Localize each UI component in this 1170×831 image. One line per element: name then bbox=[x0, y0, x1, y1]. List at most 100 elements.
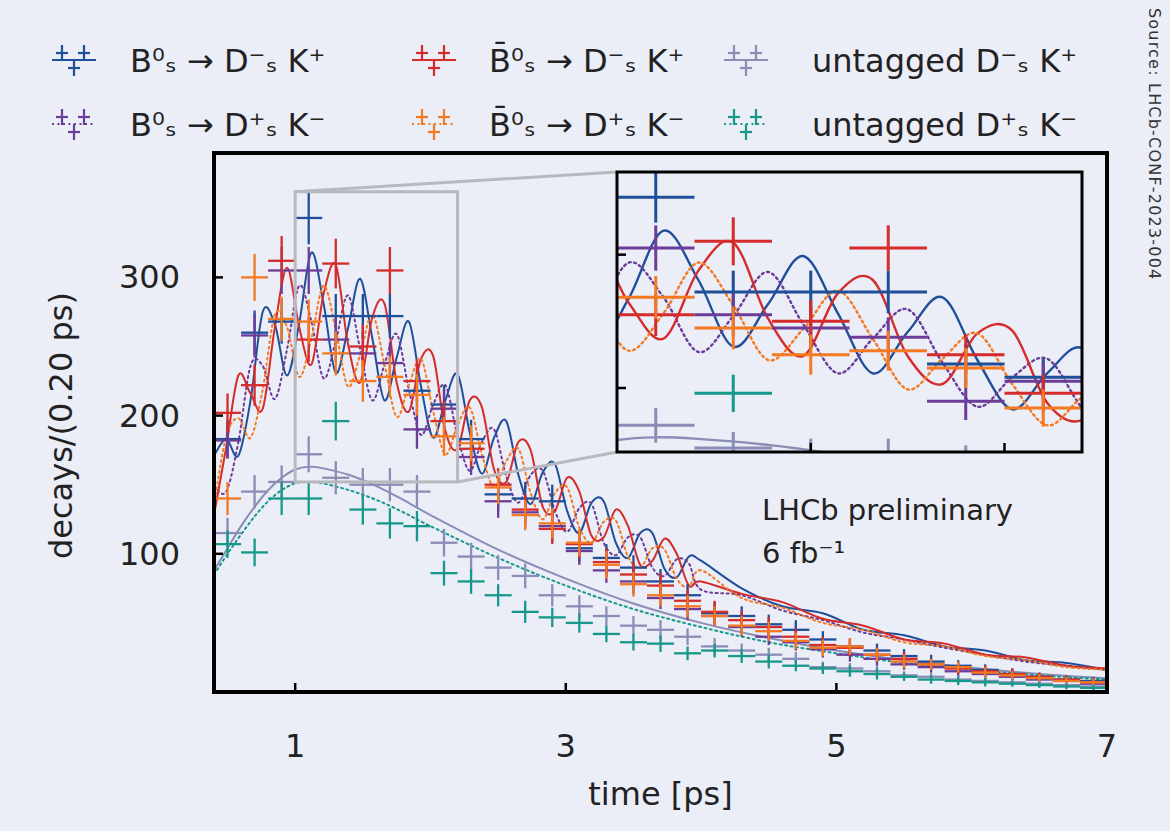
error-bar bbox=[335, 461, 337, 494]
data-point bbox=[772, 439, 850, 452]
legend-marker-v bbox=[755, 45, 757, 61]
data-point bbox=[999, 669, 1026, 680]
data-point bbox=[322, 239, 349, 289]
error-bar bbox=[903, 673, 905, 681]
error-bar bbox=[470, 569, 472, 594]
y-tick-label: 100 bbox=[119, 535, 180, 573]
x-tick bbox=[294, 683, 297, 692]
data-point bbox=[376, 356, 403, 397]
data-point bbox=[295, 192, 322, 245]
error-bar bbox=[443, 529, 445, 557]
zoom-connector bbox=[295, 172, 617, 192]
legend-marker bbox=[56, 109, 68, 125]
data-point bbox=[376, 247, 403, 294]
data-point bbox=[268, 297, 295, 341]
legend-marker bbox=[56, 45, 68, 61]
data-point bbox=[695, 307, 773, 350]
legend-marker-v bbox=[83, 45, 85, 61]
data-point bbox=[566, 529, 593, 557]
error-bar bbox=[308, 192, 310, 245]
error-bar bbox=[335, 239, 337, 289]
fit-curve bbox=[617, 230, 1082, 452]
legend-marker bbox=[728, 109, 740, 125]
legend-marker-v bbox=[443, 45, 445, 61]
data-point bbox=[647, 635, 674, 652]
error-bar bbox=[416, 475, 418, 508]
x-tick bbox=[565, 683, 568, 692]
error-bar bbox=[659, 584, 661, 606]
error-bar bbox=[659, 635, 661, 652]
error-bar bbox=[605, 606, 607, 625]
legend-marker-v bbox=[73, 60, 75, 76]
error-bar bbox=[1011, 669, 1013, 680]
error-bar bbox=[551, 608, 553, 627]
legend-marker-v bbox=[433, 124, 435, 140]
error-bar bbox=[308, 436, 310, 472]
data-point bbox=[1026, 682, 1053, 688]
legend-marker bbox=[740, 124, 752, 140]
y-tick-label: 200 bbox=[119, 397, 180, 435]
error-bar bbox=[654, 225, 657, 270]
error-bar bbox=[795, 633, 797, 650]
error-bar bbox=[822, 663, 824, 674]
data-point bbox=[809, 663, 836, 674]
error-bar bbox=[632, 634, 634, 651]
data-point bbox=[241, 364, 268, 405]
error-bar bbox=[809, 335, 812, 375]
error-bar bbox=[470, 543, 472, 571]
error-bar bbox=[887, 271, 890, 314]
legend-marker bbox=[68, 124, 80, 140]
legend-marker bbox=[68, 60, 80, 76]
data-point bbox=[214, 530, 241, 558]
legend-marker-v bbox=[433, 60, 435, 76]
data-point bbox=[268, 236, 295, 286]
error-bar bbox=[741, 616, 743, 635]
data-point bbox=[945, 677, 972, 685]
data-point bbox=[755, 655, 782, 669]
data-point bbox=[295, 247, 322, 294]
error-bar bbox=[887, 225, 890, 270]
legend-marker bbox=[416, 45, 428, 61]
background bbox=[0, 0, 1170, 831]
error-bar bbox=[308, 482, 310, 515]
error-bar bbox=[849, 666, 851, 677]
data-point bbox=[836, 666, 863, 677]
legend-marker bbox=[750, 45, 762, 61]
error-bar bbox=[416, 511, 418, 541]
error-bar bbox=[362, 360, 364, 401]
data-point bbox=[850, 271, 928, 314]
data-point bbox=[891, 673, 918, 681]
data-point bbox=[674, 628, 701, 645]
data-point bbox=[322, 331, 349, 375]
error-bar bbox=[551, 584, 553, 606]
error-bar bbox=[732, 375, 735, 412]
data-point bbox=[617, 172, 695, 223]
legend-label: untagged D⁻ₛ K⁺ bbox=[812, 42, 1077, 80]
error-bar bbox=[253, 313, 255, 357]
error-bar bbox=[876, 648, 878, 662]
error-bar bbox=[849, 638, 851, 655]
error-bar bbox=[795, 660, 797, 671]
error-bar bbox=[226, 393, 228, 432]
data-point bbox=[403, 511, 430, 541]
legend-marker-v bbox=[733, 109, 735, 125]
plot-frame bbox=[214, 153, 1107, 692]
error-bar bbox=[497, 555, 499, 580]
legend-marker-v bbox=[421, 45, 423, 61]
data-point bbox=[593, 626, 620, 643]
data-point bbox=[617, 408, 695, 443]
legend-label: B̄⁰ₛ → D⁺ₛ K⁻ bbox=[489, 105, 684, 144]
error-bar bbox=[308, 299, 310, 343]
data-point bbox=[972, 678, 999, 686]
data-point bbox=[863, 669, 890, 680]
error-bar bbox=[416, 410, 418, 449]
data-point bbox=[620, 616, 647, 635]
error-bar bbox=[632, 616, 634, 635]
error-bar bbox=[654, 408, 657, 443]
data-point bbox=[1080, 685, 1107, 691]
error-bar bbox=[253, 475, 255, 508]
legend-marker-v bbox=[61, 109, 63, 125]
error-bar bbox=[1011, 669, 1013, 680]
data-point bbox=[999, 678, 1026, 686]
legend-entry: untagged D⁻ₛ K⁺ bbox=[724, 42, 1077, 80]
